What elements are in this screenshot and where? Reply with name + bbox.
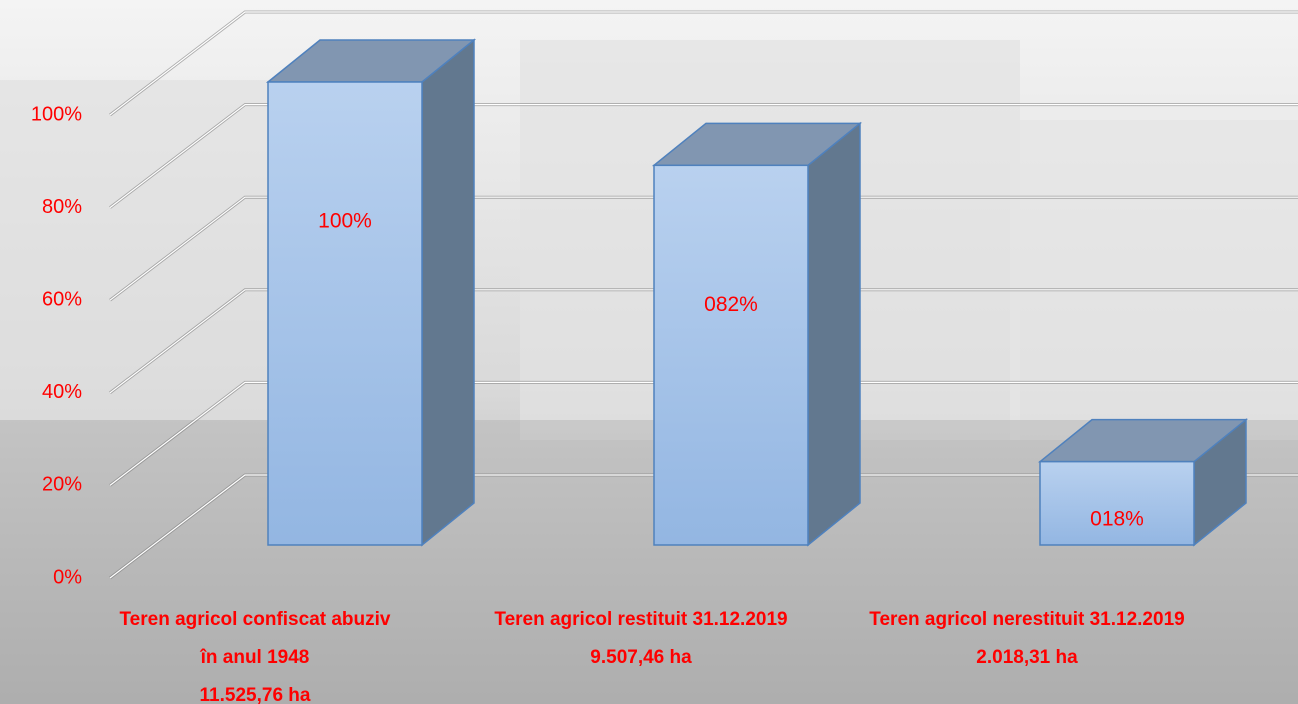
bar-front bbox=[1040, 462, 1194, 545]
x-tick-label: Teren agricol restituit 31.12.2019 bbox=[494, 609, 787, 630]
x-tick-label: Teren agricol nerestituit 31.12.2019 bbox=[869, 609, 1184, 630]
x-tick-label: în anul 1948 bbox=[200, 647, 310, 668]
y-tick-label: 80% bbox=[42, 196, 82, 218]
chart: 0% 20% 40% 60% 80% 100% 100% Teren agricol conf… bbox=[0, 0, 1298, 704]
x-tick-label: Teren agricol confiscat abuziv bbox=[119, 609, 390, 630]
x-tick-label: 2.018,31 ha bbox=[976, 647, 1078, 668]
bar-side bbox=[808, 123, 860, 545]
x-tick-label: 9.507,46 ha bbox=[590, 647, 692, 668]
value-label: 082% bbox=[704, 293, 758, 316]
x-tick-label: 11.525,76 ha bbox=[200, 685, 311, 704]
y-tick-label: 20% bbox=[42, 474, 82, 496]
bar bbox=[654, 123, 860, 545]
bar-front bbox=[268, 82, 422, 545]
value-label: 018% bbox=[1090, 508, 1144, 531]
bar-front bbox=[654, 165, 808, 545]
y-tick-label: 40% bbox=[42, 381, 82, 403]
value-label: 100% bbox=[318, 210, 372, 233]
y-tick-label: 60% bbox=[42, 288, 82, 310]
y-tick-label: 0% bbox=[53, 566, 82, 588]
y-tick-label: 100% bbox=[31, 103, 82, 125]
bar bbox=[268, 40, 474, 545]
bar-side bbox=[422, 40, 474, 545]
